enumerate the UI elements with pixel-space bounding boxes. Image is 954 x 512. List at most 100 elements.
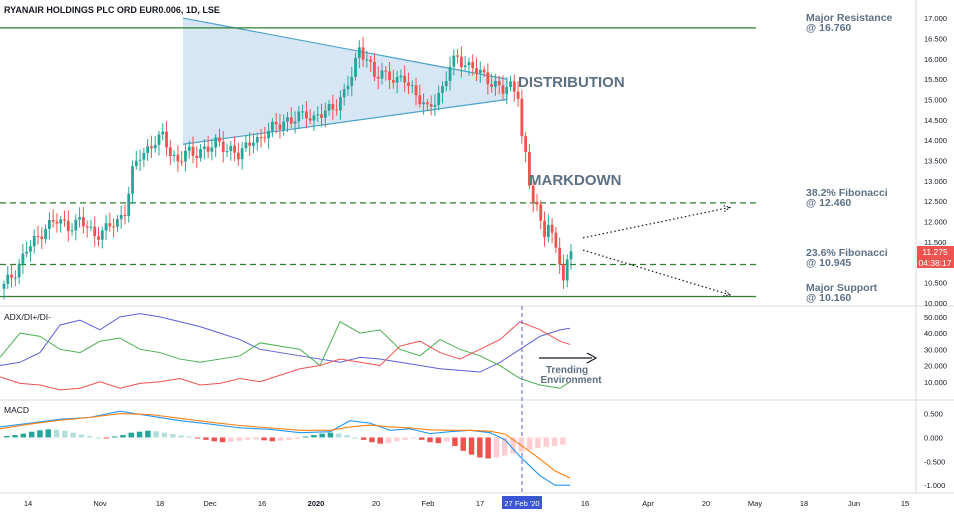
x-tick-5: 2020 [308,499,325,508]
macd-hist-bar-45 [377,437,383,444]
candle-body-68 [259,136,263,138]
candle-body-99 [376,76,380,79]
macd-hist-bar-2 [20,433,27,438]
macd-hist-bar-60 [502,437,508,456]
markdown-label: MARKDOWN [529,172,621,189]
candle-body-13 [51,219,55,222]
candle-body-61 [233,145,236,153]
price-tick-9: 12.500 [924,197,947,206]
candle-body-29 [112,226,116,228]
macd-hist-bar-11 [95,437,101,439]
x-tick-12: 20 [702,499,710,508]
candle-body-114 [433,104,437,107]
candle-body-55 [210,147,214,152]
candle-body-45 [172,154,176,157]
candle-body-36 [138,159,142,161]
price-tick-11: 11.500 [924,238,946,247]
candle-body-96 [365,59,369,61]
candle-body-42 [161,131,165,135]
candle-body-1 [6,274,10,284]
candle-body-57 [218,137,221,142]
candle-body-40 [153,144,157,149]
candle-body-143 [543,220,546,238]
candle-body-121 [459,56,463,68]
candle-body-138 [524,136,528,152]
price-tick-1: 16.500 [924,34,947,43]
candle-body-111 [422,102,425,105]
x-tick-2: 18 [156,499,164,508]
macd-hist-bar-40 [336,433,342,438]
candle-body-124 [471,62,475,69]
macd-hist-bar-63 [526,437,533,450]
macd-hist-bar-35 [294,437,300,439]
macd-hist-bar-52 [435,437,442,444]
candle-body-62 [236,152,240,160]
macd-hist-bar-20 [170,434,176,438]
x-tick-16: 15 [901,499,909,508]
candle-body-97 [369,59,373,62]
macd-hist-bar-15 [128,432,134,438]
major-resistance-label: Major Resistance [806,12,893,24]
candle-body-103 [391,80,395,83]
candle-body-131 [497,80,501,86]
candle-body-59 [225,151,229,153]
macd-hist-bar-64 [535,437,541,448]
candle-body-145 [550,224,554,233]
candle-body-107 [407,82,410,87]
macd-hist-bar-3 [28,431,35,438]
candle-body-142 [539,204,543,221]
price-tick-4: 15.000 [924,95,947,104]
macd-hist-bar-46 [385,437,392,444]
macd-hist-bar-48 [402,437,408,440]
macd-series-1 [0,413,571,479]
macd-hist-bar-27 [228,437,234,442]
macd-hist-bar-25 [211,437,217,442]
candle-body-147 [558,247,562,265]
x-tick-9: 27 Feb '20 [504,499,539,508]
x-tick-14: 18 [800,499,808,508]
macd-hist-bar-12 [103,437,110,439]
macd-hist-bar-61 [510,437,516,454]
candle-body-134 [509,81,512,88]
price-tick-7: 13.500 [924,157,947,166]
candle-body-67 [255,136,259,143]
price-tick-10: 12.000 [924,218,947,227]
x-tick-8: 17 [476,499,484,508]
candle-body-135 [512,81,516,92]
countdown-badge [917,257,954,268]
adx-tick-2: 30.000 [924,345,947,354]
candle-body-10 [40,236,44,240]
candle-body-87 [331,103,335,110]
macd-hist-bar-42 [352,437,359,439]
candle-body-95 [361,47,365,60]
candle-body-21 [81,217,85,227]
candle-body-28 [108,223,112,227]
candle-body-113 [429,104,433,107]
candle-body-86 [327,103,331,111]
candle-body-39 [150,146,153,149]
candle-body-48 [184,150,187,162]
candle-body-73 [278,124,282,130]
candle-body-64 [244,142,248,149]
macd-hist-bar-10 [87,436,93,438]
candle-body-82 [312,115,316,121]
projection-arrowhead-0 [723,205,732,213]
macd-title: MACD [4,405,29,415]
candle-body-69 [263,137,267,139]
candle-body-20 [78,217,81,220]
candle-body-4 [17,263,21,278]
macd-hist-bar-41 [344,435,350,438]
price-tick-14: 10.000 [924,299,947,308]
candle-body-7 [29,246,32,252]
macd-hist-bar-21 [178,435,184,438]
x-tick-4: 16 [258,499,266,508]
candle-body-127 [482,69,486,73]
macd-hist-bar-57 [477,437,483,458]
macd-hist-bar-22 [186,436,193,438]
macd-hist-bar-67 [560,437,566,445]
macd-hist-bar-34 [286,437,292,440]
x-axis-labels: 14 Nov 18 Dec 16 2020 20 Feb 17 27 Feb '20 16 Apr 20… [24,496,909,509]
candle-body-77 [293,121,297,124]
candle-body-91 [346,85,350,90]
fib-382-label: 38.2% Fibonacci [806,187,888,199]
